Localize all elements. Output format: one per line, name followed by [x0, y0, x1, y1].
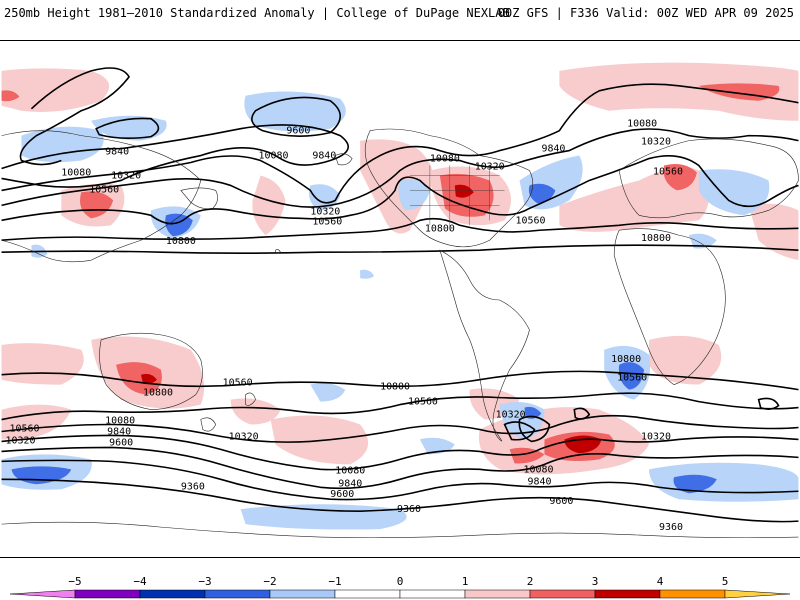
contour-label: 9840 [338, 478, 362, 489]
contour-label: 9600 [549, 496, 573, 507]
contour-label: 10080 [430, 154, 460, 165]
colorbar-swatch [399, 589, 466, 599]
colorbar-swatch [9, 589, 76, 599]
colorbar-tick-label: 2 [527, 575, 534, 588]
contour-label: 9360 [397, 504, 421, 515]
contour-label: 10560 [89, 184, 119, 195]
contour-label: 10080 [61, 167, 91, 178]
run-info: 00Z GFS | F336 Valid: 00Z WED APR 09 202… [497, 6, 794, 20]
contour-label: 10080 [335, 465, 365, 476]
colorbar-tick-label: −2 [263, 575, 276, 588]
height-contours [1, 67, 799, 523]
contour-label: 10800 [166, 236, 196, 247]
contour-label: 10560 [653, 166, 683, 177]
contour-label: 10320 [641, 431, 671, 442]
contour-label: 9840 [312, 151, 336, 162]
contour-label: 10320 [6, 435, 36, 446]
contour-label: 10800 [425, 223, 455, 234]
colorbar-tick-label: 3 [592, 575, 599, 588]
colorbar-swatch [594, 589, 661, 599]
contour-label: 10320 [111, 170, 141, 181]
colorbar-tick-label: −5 [68, 575, 81, 588]
contour-labels: 9600 9840 10080 9840 10080 10320 10560 1… [6, 119, 683, 533]
contour-label: 9600 [109, 437, 133, 448]
colorbar-ticks: −5 −4 −3 −2 −1 0 1 2 3 4 5 [68, 575, 728, 588]
colorbar-swatch [334, 589, 401, 599]
colorbar-swatches [9, 589, 791, 599]
contour-label: 10560 [408, 397, 438, 408]
colorbar-swatch [269, 589, 336, 599]
contour-label: 10560 [312, 216, 342, 227]
colorbar-tick-label: −1 [328, 575, 341, 588]
colorbar-tick-label: 5 [722, 575, 729, 588]
colorbar-swatch [139, 589, 206, 599]
colorbar-swatch [74, 589, 141, 599]
contour-label: 10560 [617, 373, 647, 384]
contour-label: 9840 [107, 426, 131, 437]
contour-label: 10320 [229, 431, 259, 442]
contour-label: 10800 [143, 388, 173, 399]
contour-label: 9360 [181, 481, 205, 492]
colorbar-tick-label: 4 [657, 575, 664, 588]
contour-label: 10080 [627, 119, 657, 130]
contour-label: 10320 [310, 206, 340, 217]
colorbar-tick-label: 1 [462, 575, 469, 588]
colorbar-swatch [659, 589, 726, 599]
contour-label: 9600 [330, 489, 354, 500]
contour-label: 9360 [659, 522, 683, 533]
contour-label: 10080 [105, 416, 135, 427]
colorbar-swatch [204, 589, 271, 599]
map-title: 250mb Height 1981–2010 Standardized Anom… [4, 6, 510, 20]
coastlines [1, 128, 799, 539]
contour-label: 9840 [105, 147, 129, 158]
contour-label: 10560 [223, 378, 253, 389]
contour-label: 10080 [259, 151, 289, 162]
contour-label: 10800 [380, 382, 410, 393]
contour-label: 9600 [286, 126, 310, 137]
contour-label: 9840 [541, 144, 565, 155]
colorbar-tick-label: −4 [133, 575, 147, 588]
state-borders [409, 165, 505, 231]
anomaly-colorbar: −5 −4 −3 −2 −1 0 1 2 3 4 5 [9, 575, 791, 599]
colorbar-swatch [724, 589, 791, 599]
contour-label: 10320 [641, 137, 671, 148]
contour-label: 10560 [516, 215, 546, 226]
anomaly-map: 9600 9840 10080 9840 10080 10320 10560 1… [0, 40, 800, 558]
contour-label: 9840 [528, 476, 552, 487]
contour-label: 10320 [496, 410, 526, 421]
colorbar-swatch [529, 589, 596, 599]
contour-label: 10320 [475, 162, 505, 173]
contour-label: 10800 [611, 354, 641, 365]
contour-label: 10800 [641, 233, 671, 244]
contour-label: 10080 [524, 464, 554, 475]
colorbar-swatch [464, 589, 531, 599]
contour-label: 10560 [10, 423, 40, 434]
colorbar-tick-label: 0 [397, 575, 404, 588]
colorbar-tick-label: −3 [198, 575, 211, 588]
